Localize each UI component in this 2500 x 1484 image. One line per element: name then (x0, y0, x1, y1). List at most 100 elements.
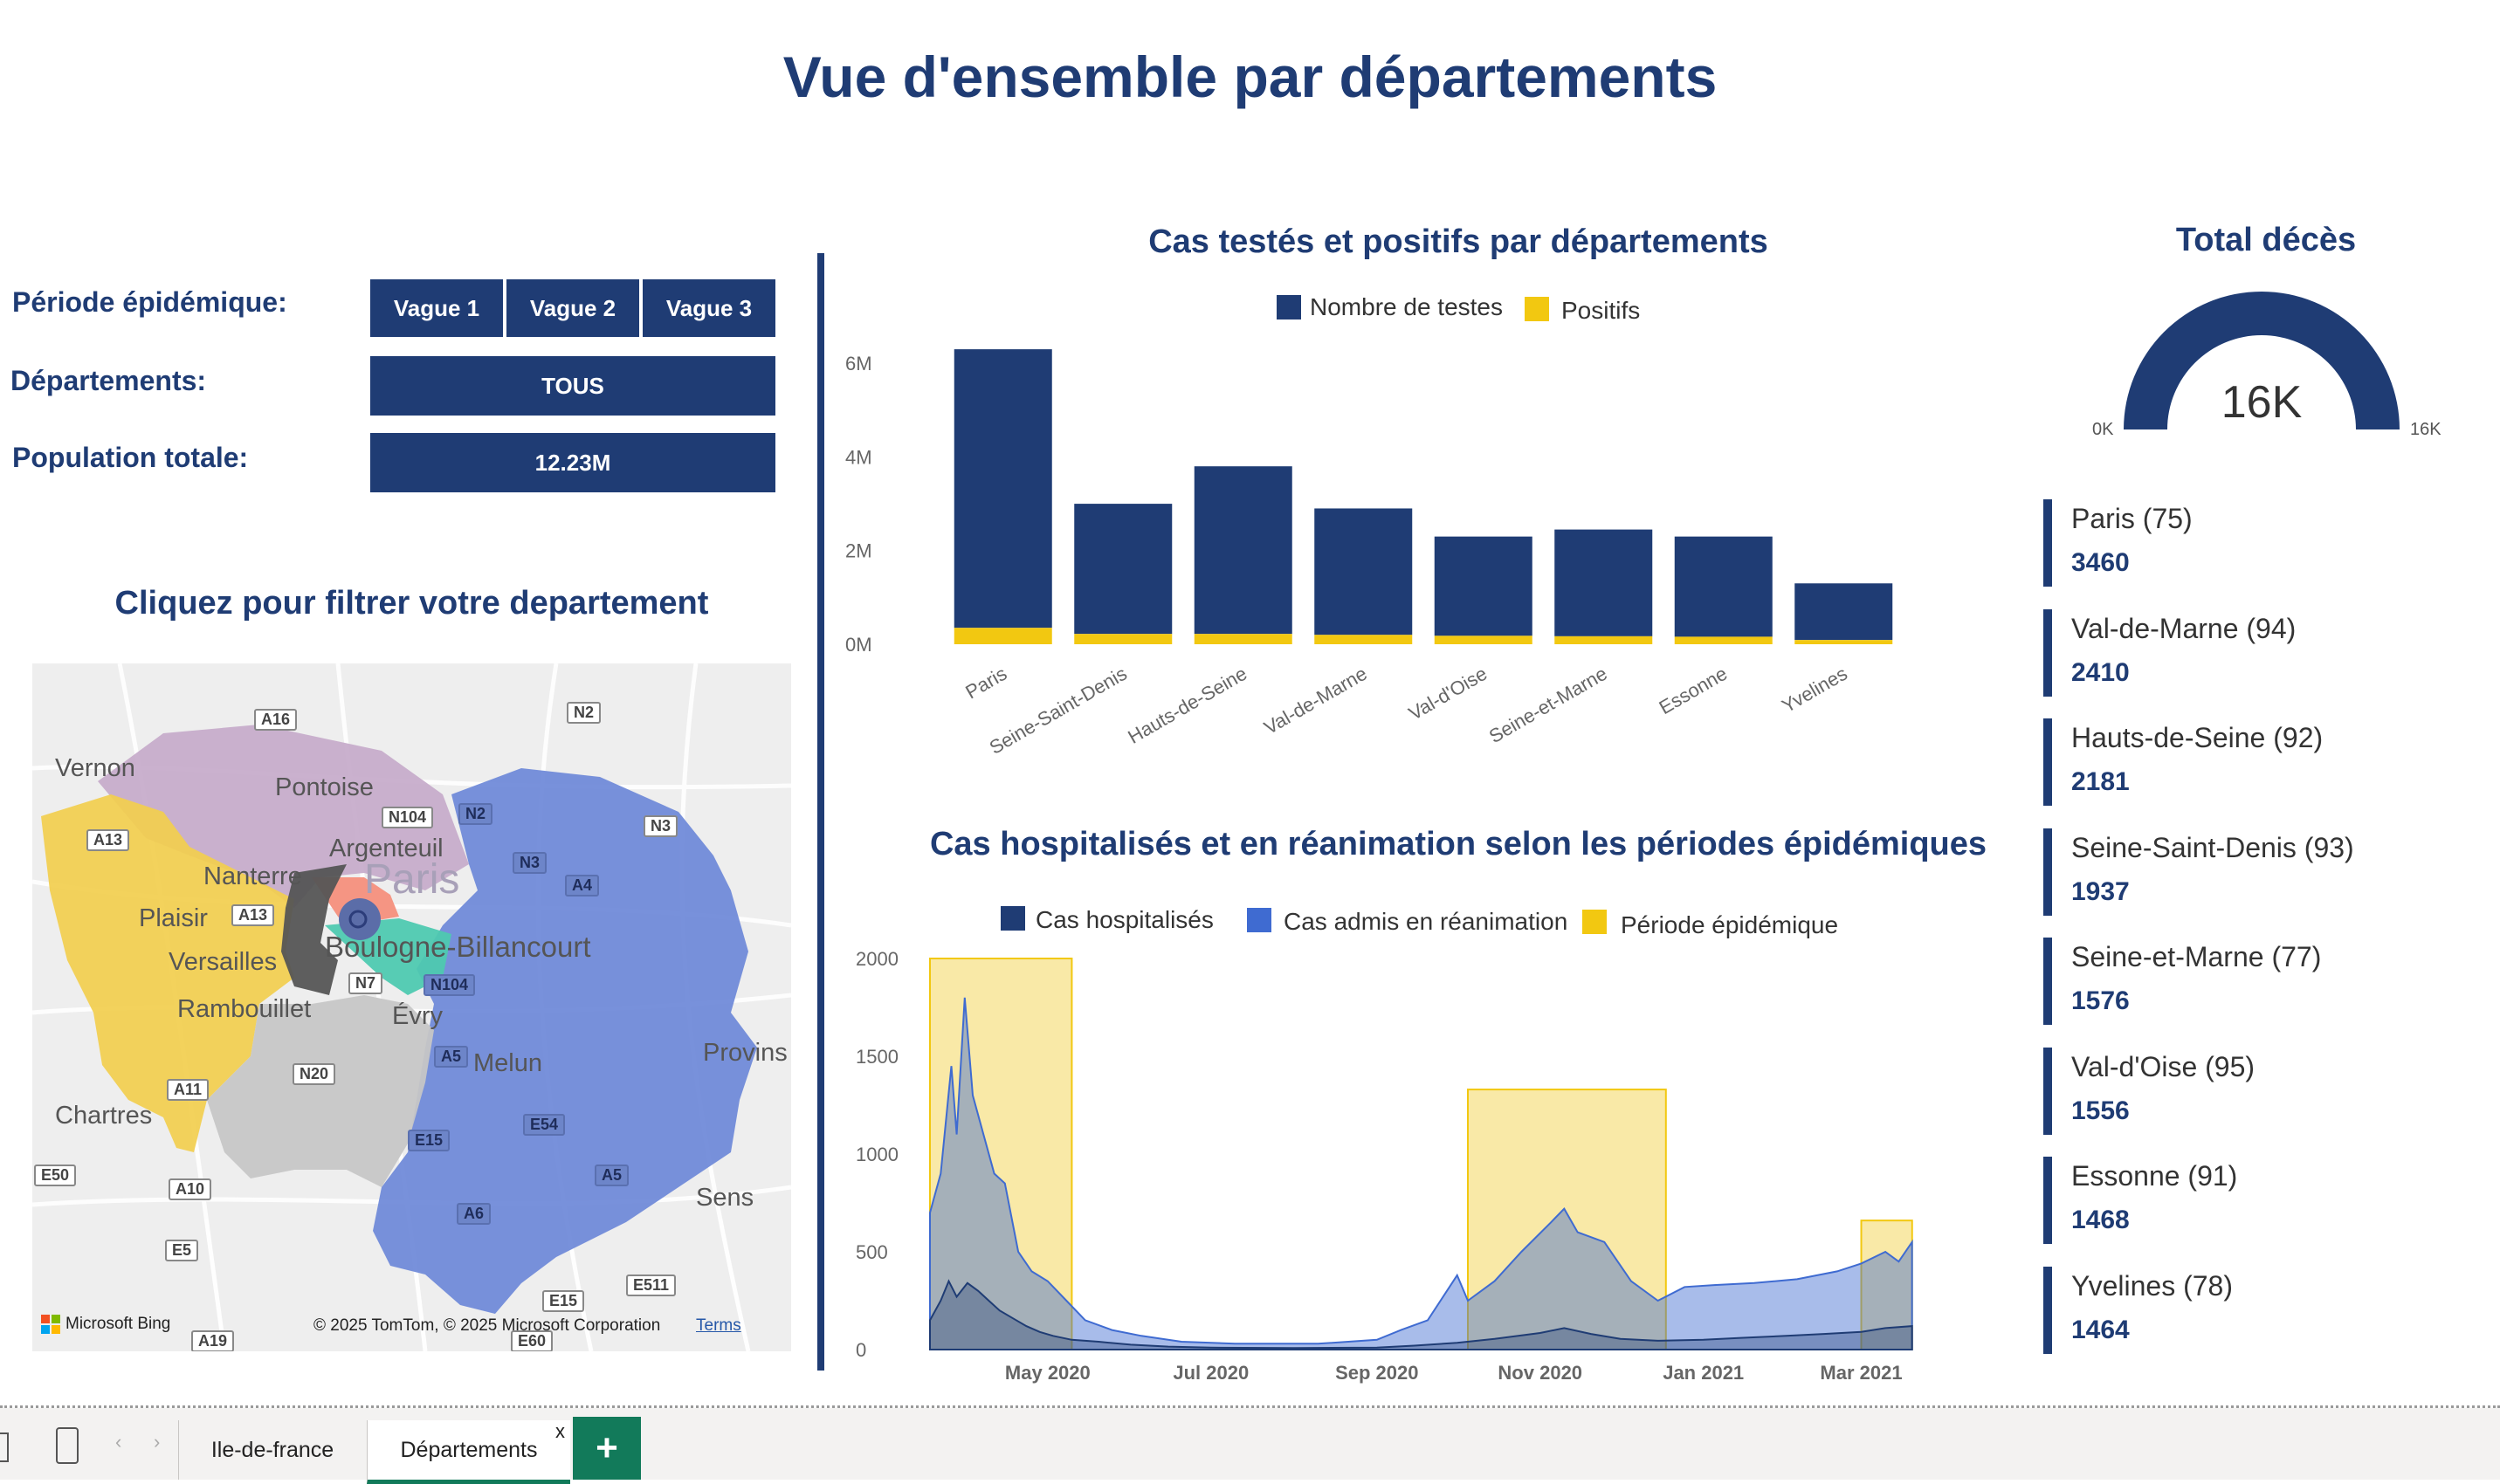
paris-marker-icon (348, 910, 368, 929)
bar-tests (1074, 504, 1173, 635)
bar-positive (1194, 634, 1292, 644)
road-marker: N104 (382, 807, 434, 828)
death-card: Paris (75) 3460 (2043, 499, 2419, 587)
scroll-right-icon[interactable]: › (154, 1431, 161, 1453)
road-marker: N2 (567, 702, 602, 724)
gauge-arc (2124, 292, 2400, 429)
y-tick-label: 4M (845, 446, 872, 468)
road-marker: A13 (231, 904, 275, 926)
wave-2-button[interactable]: Vague 2 (506, 279, 639, 337)
department-filter-button[interactable]: TOUS (370, 356, 775, 416)
map-place: Argenteuil (329, 835, 444, 862)
page-title: Vue d'ensemble par départements (782, 45, 1718, 109)
legend-label-hospitalised: Cas hospitalisés (1036, 906, 1214, 933)
gauge-max-label: 16K (2410, 420, 2441, 439)
x-tick-label: Paris (961, 663, 1010, 704)
road-marker: E54 (523, 1114, 566, 1136)
period-band (929, 958, 1073, 1350)
death-card-department: Paris (75) (2071, 503, 2193, 534)
gauge-value: 16K (2221, 377, 2303, 428)
series-icu-area (929, 997, 1913, 1350)
tests-chart-title: Cas testés et positifs par départements (1148, 223, 1768, 260)
departments-label: Départements: (10, 365, 207, 396)
tab-departements[interactable]: Départements x (367, 1420, 570, 1484)
death-card-department: Val-de-Marne (94) (2071, 612, 2297, 644)
map-place: Provins (703, 1039, 788, 1067)
microsoft-logo-icon (41, 1315, 60, 1334)
tab-ile-de-france[interactable]: Ile-de-france (178, 1420, 366, 1480)
wave-1-button[interactable]: Vague 1 (370, 279, 503, 337)
map-place: Évry (392, 1002, 443, 1030)
deaths-gauge: 16K 0K 16K (2092, 292, 2441, 439)
add-page-button[interactable]: + (573, 1417, 641, 1480)
death-card: Seine-et-Marne (77) 1576 (2043, 938, 2419, 1025)
map-place: Melun (473, 1049, 542, 1077)
road-marker: A10 (169, 1178, 212, 1200)
x-tick-label: May 2020 (1005, 1362, 1091, 1384)
bar-positive (1794, 640, 1893, 644)
road-marker: E15 (408, 1130, 451, 1151)
x-tick-label: Mar 2021 (1820, 1362, 1902, 1384)
death-card-value: 1576 (2071, 986, 2130, 1015)
bar-positive (954, 628, 1052, 644)
death-card: Seine-Saint-Denis (93) 1937 (2043, 828, 2419, 916)
y-tick-label: 1000 (856, 1144, 899, 1165)
road-marker: A19 (191, 1330, 235, 1351)
death-card-value: 2410 (2071, 657, 2130, 687)
map-place: Boulogne-Billancourt (325, 931, 591, 963)
legend-swatch-tests (1277, 295, 1301, 319)
series-hospitalised-area (929, 1279, 1913, 1350)
x-tick-label: Nov 2020 (1498, 1362, 1582, 1384)
map-brand-label: Microsoft Bing (65, 1315, 171, 1333)
map-place: Paris (364, 856, 460, 903)
map-copyright: © 2025 TomTom, © 2025 Microsoft Corporat… (313, 1316, 661, 1335)
report-canvas: Vue d'ensemble par départements Période … (0, 45, 2500, 1408)
legend-swatch-hospitalised (1001, 906, 1025, 931)
map-place: Versailles (169, 948, 278, 976)
y-tick-label: 2M (845, 540, 872, 562)
death-card-value: 1464 (2071, 1315, 2130, 1344)
wave-3-button[interactable]: Vague 3 (643, 279, 775, 337)
hauts-de-seine-region[interactable] (281, 864, 347, 995)
desktop-view-icon[interactable] (0, 1432, 9, 1462)
tests-bar-chart[interactable]: 0M2M4M6MParisSeine-Saint-DenisHauts-de-S… (830, 314, 1930, 768)
death-card: Essonne (91) 1468 (2043, 1157, 2419, 1244)
x-tick-label: Val-de-Marne (1260, 663, 1371, 739)
map-roads (32, 663, 791, 1351)
bar-tests (1434, 536, 1532, 636)
paris-region[interactable] (339, 898, 381, 940)
x-tick-label: Jan 2021 (1663, 1362, 1744, 1384)
road-marker: N3 (513, 852, 548, 874)
death-card: Val-de-Marne (94) 2410 (2043, 608, 2419, 697)
map-terms-link[interactable]: Terms (696, 1316, 741, 1335)
road-marker: E511 (626, 1274, 677, 1296)
bar-positive (1074, 634, 1173, 644)
road-marker: N104 (424, 974, 476, 996)
death-card-department: Yvelines (78) (2071, 1269, 2233, 1302)
mobile-view-icon[interactable] (56, 1427, 79, 1464)
x-tick-label: Hauts-de-Seine (1124, 663, 1250, 748)
road-marker: A16 (254, 709, 298, 731)
val-doise-region[interactable] (98, 725, 469, 908)
x-tick-label: Essonne (1656, 663, 1732, 718)
period-band (1467, 1089, 1667, 1351)
y-tick-label: 0 (856, 1339, 866, 1361)
road-marker: N7 (348, 972, 383, 994)
seine-et-marne-region[interactable] (373, 768, 757, 1314)
bar-tests (1194, 466, 1292, 635)
death-card-value: 1556 (2071, 1096, 2130, 1125)
map-place: Sens (696, 1184, 754, 1212)
map-place: Vernon (55, 754, 135, 782)
close-tab-icon[interactable]: x (555, 1420, 565, 1442)
x-tick-label: Val-d'Oise (1405, 663, 1491, 725)
bar-tests (1674, 536, 1773, 637)
department-map[interactable]: Vernon Pontoise Argenteuil Nanterre Pari… (32, 663, 791, 1351)
map-place: Nanterre (203, 862, 302, 890)
yvelines-region[interactable] (41, 794, 294, 1152)
scroll-left-icon[interactable]: ‹ (115, 1431, 122, 1453)
legend-label-period: Période épidémique (1621, 911, 1839, 938)
hospital-area-chart[interactable]: 0 500 1000 1500 2000 May 2020 Jul 2020 Sep 2020… (830, 943, 1939, 1397)
essonne-region[interactable] (207, 995, 434, 1187)
bar-positive (1434, 636, 1532, 644)
legend-swatch-positive (1525, 297, 1549, 321)
